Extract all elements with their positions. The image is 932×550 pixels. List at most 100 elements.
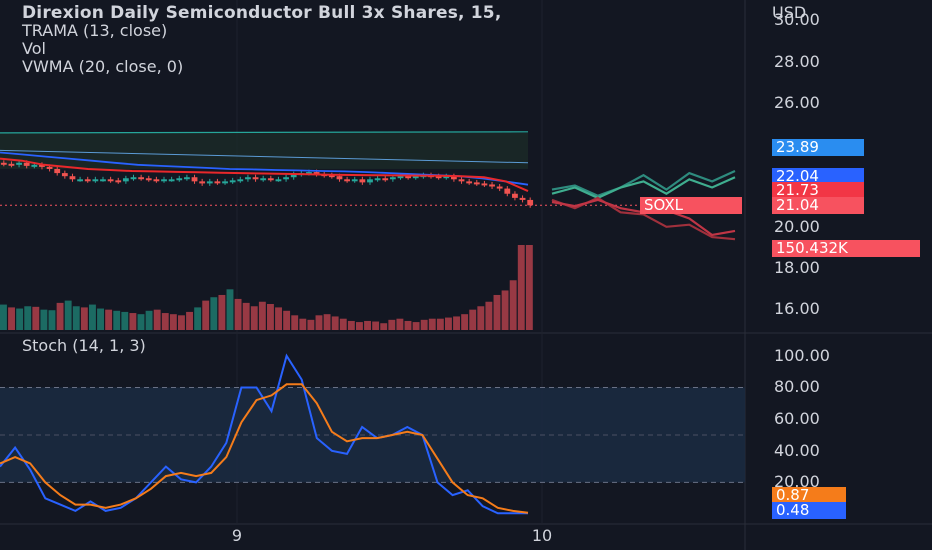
candle-body [23,162,30,166]
indicator-vwma[interactable]: VWMA (20, close, 0) [22,57,184,76]
candle-body [54,168,61,174]
volume-bar [161,313,169,330]
candle-body [153,179,160,182]
indicator-trama[interactable]: TRAMA (13, close) [22,21,168,40]
volume-bar [331,316,339,330]
candle-body [527,199,534,206]
projection-up-path [551,169,736,197]
candle-body [199,181,206,184]
volume-bar [339,318,347,330]
stoch-value-badge[interactable]: 0.48 [772,502,846,519]
candle-body [443,176,450,179]
volume-bar [226,289,234,330]
projection-up-path [551,176,736,200]
candle-body [458,179,465,182]
price-tick-label: 16.00 [774,299,820,319]
volume-bar [323,314,331,330]
candle-body [435,176,442,179]
stoch-tick-label: 100.00 [774,345,830,365]
candle-body [519,197,526,200]
volume-bar [477,306,485,330]
volume-bar [56,302,64,330]
volume-bar [380,323,388,330]
candle-body [77,179,83,182]
candle-body [405,176,412,179]
volume-bar [40,309,48,330]
candle-body [451,176,457,180]
price-badge[interactable]: 21.73 [772,182,864,199]
candle-body [260,178,267,181]
candle-body [39,164,45,167]
candle-body [252,177,259,180]
candle-body [275,179,282,182]
volume-bar [24,306,32,330]
indicator-stoch[interactable]: Stoch (14, 1, 3) [22,336,146,355]
volume-bar [48,310,56,330]
volume-bar [315,315,323,330]
candle-body [138,177,145,180]
volume-bar [388,319,396,330]
candle-body [504,188,511,194]
candle-body [206,181,213,184]
volume-bar [89,304,96,330]
trama-line [0,157,529,193]
volume-bar [210,297,218,330]
stoch-value-badge[interactable]: 0.87 [772,487,846,504]
candle-body [283,177,289,180]
candle-body [161,179,167,182]
time-tick-label: 10 [531,526,553,545]
candle-body [489,184,495,187]
price-badge[interactable]: 21.04 [772,197,864,214]
volume-bar [0,304,7,330]
price-tick-label: 18.00 [774,258,820,278]
candle-body [374,178,381,181]
volume-bar [80,307,88,330]
vwma-upper-line [0,131,529,134]
candle-body [267,178,274,181]
candle-body [84,179,91,182]
chart-title: Direxion Daily Semiconductor Bull 3x Sha… [22,3,502,23]
price-tick-label: 28.00 [774,51,820,71]
volume-bar [396,318,404,330]
vwma-mid-line [0,149,529,164]
volume-bar [72,306,80,330]
volume-bar [501,290,509,330]
currency-label[interactable]: USD [772,3,807,22]
volume-bar [356,322,363,330]
stoch-tick-label: 40.00 [774,440,820,460]
volume-bar [153,309,161,330]
price-badge[interactable]: 23.89 [772,139,864,156]
stoch-k-line [0,353,528,515]
volume-bar [275,307,282,330]
stoch-tick-label: 60.00 [774,409,820,429]
candle-body [145,178,152,181]
candle-body [466,181,473,184]
price-badge[interactable]: 22.04 [772,168,864,185]
volume-bar [283,310,291,330]
candle-body [382,178,389,181]
candle-body [214,181,221,184]
volume-bar [493,294,501,330]
volume-bar [202,300,210,330]
volume-bar [97,308,104,330]
volume-bar [428,318,436,330]
candle-body [0,162,7,165]
volume-bar [250,306,258,330]
candle-body [31,164,38,167]
volume-bar [364,320,371,330]
volume-bar [307,319,315,330]
candle-body [229,180,236,183]
candle-body [473,182,480,185]
volume-bar [445,317,452,330]
candle-body [328,175,335,178]
volume-bar [145,310,153,330]
volume-bar [372,321,380,330]
volume-bar [194,307,202,330]
volume-badge[interactable]: 150.432K [772,240,920,257]
candle-body [100,179,106,182]
volume-bar [16,308,24,330]
volume-bar [267,304,274,330]
volume-bar [420,319,428,330]
indicator-vol[interactable]: Vol [22,39,46,58]
